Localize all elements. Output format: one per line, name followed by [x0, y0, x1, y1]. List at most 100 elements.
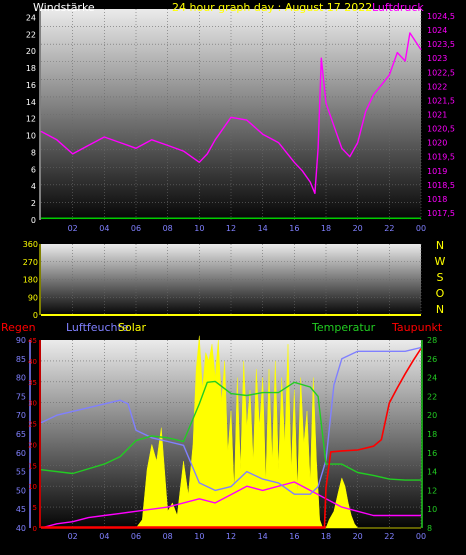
wind-speed-tick-label: 8 [31, 148, 36, 157]
rain-label: Regen [1, 321, 36, 334]
x-tick-label: 10 [194, 532, 204, 541]
pressure-tick-label: 1024 [427, 26, 447, 35]
x-tick-label: 22 [384, 532, 394, 541]
pressure-label: Luftdruck [372, 1, 424, 14]
compass-label: N [436, 303, 444, 316]
x-tick-label: 02 [68, 532, 78, 541]
wind-direction-tick-label: 360 [23, 240, 38, 249]
x-tick-label: 12 [226, 224, 236, 233]
x-tick-label: 12 [226, 532, 236, 541]
humidity-tick-label: 50 [16, 486, 26, 495]
x-tick-label: 16 [289, 224, 299, 233]
temperature-tick-label: 20 [427, 411, 437, 420]
wind-speed-tick-label: 22 [26, 30, 36, 39]
wind-direction-axis: 0 90 180 270 360 [23, 240, 41, 320]
pressure-tick-label: 1021 [427, 111, 447, 120]
wind-speed-tick-label: 10 [26, 132, 36, 141]
x-tick-label: 08 [163, 532, 173, 541]
wind-direction-tick-label: 0 [33, 311, 38, 320]
humidity-temperature-x-axis: 02 04 06 08 10 12 14 16 18 20 22 00 [68, 532, 427, 541]
wind-speed-tick-label: 4 [31, 182, 36, 191]
x-tick-label: 04 [99, 532, 109, 541]
rain-tick-label: 20 [28, 441, 37, 449]
pressure-tick-label: 1017,5 [427, 209, 455, 218]
wind-speed-tick-label: 2 [31, 199, 36, 208]
rain-axis: 0 5 10 15 20 25 30 35 40 45 [28, 337, 41, 533]
wind-direction-gridlines [41, 244, 422, 315]
compass-label: N [436, 239, 444, 252]
wind-pressure-series [40, 32, 422, 220]
humidity-tick-label: 65 [16, 430, 26, 439]
temperature-line [40, 380, 421, 481]
x-tick-label: 06 [131, 532, 141, 541]
humidity-label: Luftfeuchte [66, 321, 129, 334]
humidity-tick-label: 70 [16, 411, 26, 420]
temperature-label: Temperatur [311, 321, 376, 334]
x-tick-label: 00 [416, 224, 426, 233]
humidity-tick-label: 90 [16, 336, 26, 345]
x-tick-label: 18 [321, 224, 331, 233]
x-tick-label: 08 [163, 224, 173, 233]
wind-pressure-gridlines [41, 9, 422, 220]
humidity-line [40, 346, 422, 495]
x-tick-label: 02 [68, 224, 78, 233]
temperature-tick-label: 8 [427, 524, 432, 533]
solar-area [41, 335, 421, 529]
x-tick-label: 20 [353, 532, 363, 541]
x-tick-label: 06 [131, 224, 141, 233]
temperature-tick-label: 24 [427, 374, 437, 383]
wind-speed-label: Windstärke [33, 1, 95, 14]
chart-title: 24 hour graph day : August 17 2022 [172, 1, 372, 14]
temperature-tick-label: 10 [427, 505, 437, 514]
rain-tick-label: 40 [28, 358, 37, 366]
humidity-tick-label: 55 [16, 468, 26, 477]
pressure-tick-label: 1023,5 [427, 40, 455, 49]
dewpoint-line [41, 348, 422, 529]
humidity-tick-label: 85 [16, 355, 26, 364]
pressure-tick-label: 1022,5 [427, 68, 455, 77]
pressure-tick-label: 1021,5 [427, 96, 455, 105]
rain-tick-label: 45 [28, 337, 37, 345]
rain-tick-label: 25 [28, 421, 37, 429]
x-tick-label: 04 [99, 224, 109, 233]
wind-speed-tick-label: 12 [26, 115, 36, 124]
humidity-temperature-series [40, 335, 422, 529]
wind-direction-tick-label: 270 [23, 258, 38, 267]
compass-label: W [435, 255, 446, 268]
x-tick-label: 00 [416, 532, 426, 541]
x-tick-label: 20 [353, 224, 363, 233]
pressure-tick-label: 1019 [427, 167, 447, 176]
humidity-axis: 40 45 50 55 60 65 70 75 80 85 90 [16, 336, 31, 533]
pressure-tick-label: 1019,5 [427, 153, 455, 162]
compass-label: S [437, 271, 444, 284]
x-tick-label: 14 [258, 224, 268, 233]
temperature-tick-label: 16 [427, 449, 437, 458]
pressure-tick-label: 1018 [427, 195, 447, 204]
temperature-tick-label: 12 [427, 486, 437, 495]
wind-speed-tick-label: 18 [26, 64, 36, 73]
wind-speed-tick-label: 14 [26, 98, 36, 107]
temperature-axis: 8 10 12 14 16 18 20 22 24 26 28 [421, 336, 437, 533]
pressure-tick-label: 1020,5 [427, 125, 455, 134]
x-tick-label: 14 [258, 532, 268, 541]
humidity-tick-label: 60 [16, 449, 26, 458]
compass-label: O [436, 287, 445, 300]
wind-speed-tick-label: 6 [31, 165, 36, 174]
temperature-tick-label: 22 [427, 392, 437, 401]
rain-tick-label: 15 [28, 462, 37, 470]
temperature-tick-label: 18 [427, 430, 437, 439]
rain-tick-label: 10 [28, 483, 37, 491]
temperature-tick-label: 14 [427, 468, 437, 477]
wind-direction-tick-label: 90 [28, 293, 38, 302]
rain-tick-label: 0 [33, 525, 37, 533]
humidity-tick-label: 40 [16, 524, 26, 533]
rain-tick-label: 5 [33, 504, 37, 512]
pressure-axis: 1017,5 1018 1018,5 1019 1019,5 1020 1020,5 1021… [427, 12, 455, 218]
pressure-tick-label: 1024,5 [427, 12, 455, 21]
x-tick-label: 16 [289, 532, 299, 541]
